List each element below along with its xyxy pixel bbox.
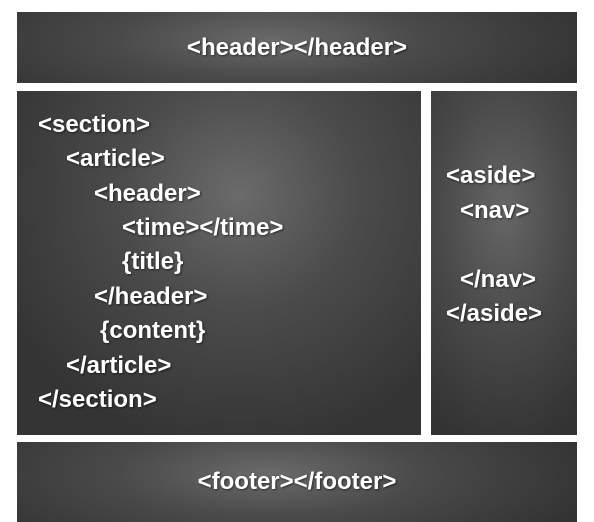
- time-tag: <time></time>: [122, 214, 284, 241]
- nav-close-tag: </nav>: [460, 266, 537, 293]
- section-close-tag: </section>: [38, 386, 157, 413]
- section-open-tag: <section>: [38, 111, 151, 138]
- article-open-tag: <article>: [66, 145, 165, 172]
- nav-open-tag: <nav>: [460, 197, 530, 224]
- article-header-close-tag: </header>: [94, 283, 208, 310]
- section-block: <section> <article> <header> <time></tim…: [17, 91, 421, 435]
- article-header-open-tag: <header>: [94, 180, 201, 207]
- page-header-block: <header></header>: [17, 12, 577, 83]
- content-placeholder: {content}: [100, 317, 206, 344]
- title-placeholder: {title}: [122, 248, 184, 275]
- aside-open-tag: <aside>: [446, 162, 536, 189]
- page-footer-block: <footer></footer>: [17, 442, 577, 522]
- page-header-label: <header></header>: [186, 33, 408, 61]
- page-footer-label: <footer></footer>: [197, 468, 397, 495]
- aside-block: <aside> <nav> </nav> </aside>: [431, 91, 577, 435]
- aside-close-tag: </aside>: [446, 300, 543, 327]
- article-close-tag: </article>: [66, 352, 172, 379]
